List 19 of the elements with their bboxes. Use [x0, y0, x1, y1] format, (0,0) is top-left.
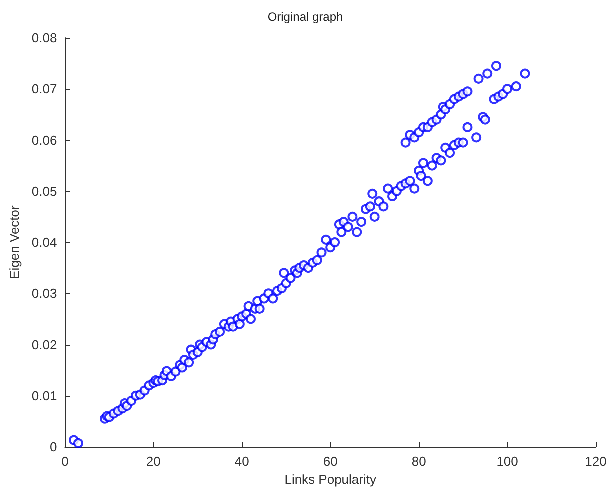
x-tick-label: 100 [496, 454, 518, 469]
y-tick-label: 0.05 [32, 184, 58, 199]
y-tick-label: 0.01 [32, 388, 58, 404]
x-tick-label: 80 [412, 454, 426, 469]
y-tick-label: 0.06 [32, 132, 58, 148]
y-tick-label: 0.03 [32, 286, 58, 302]
y-tick-label: 0.02 [32, 337, 58, 352]
x-tick-label: 120 [585, 454, 607, 469]
x-tick-label: 0 [62, 454, 69, 469]
x-tick-label: 20 [146, 454, 161, 469]
y-axis-title: Eigen Vector [7, 204, 22, 280]
y-tick-label: 0.08 [32, 30, 58, 46]
x-tick-label: 40 [234, 454, 250, 469]
chart-title: Original graph [268, 10, 344, 24]
x-axis-title: Links Popularity [284, 472, 377, 487]
y-tick-label: 0.07 [32, 82, 58, 97]
y-tick-label: 0 [50, 440, 58, 454]
y-tick-label: 0.04 [32, 235, 58, 250]
x-tick-label: 60 [323, 454, 338, 469]
